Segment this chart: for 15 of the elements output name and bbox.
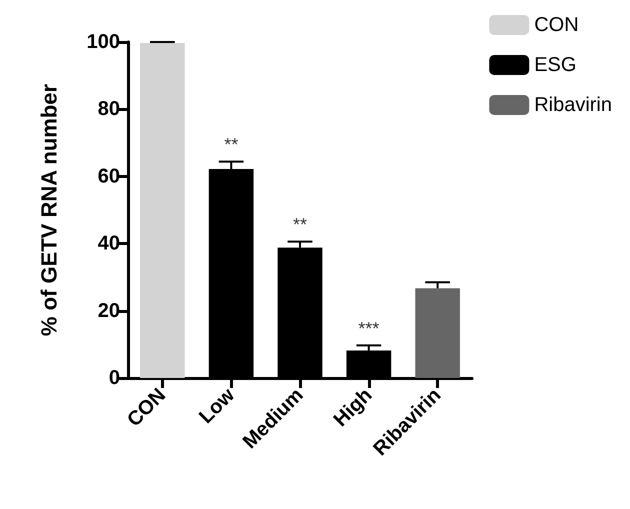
y-axis-title: % of GETV RNA number — [36, 83, 62, 336]
y-tick-label: 60 — [98, 165, 120, 188]
annotation: *** — [358, 318, 380, 338]
annotation: ** — [224, 134, 238, 155]
legend-label: CON — [534, 14, 579, 36]
annotation: ** — [292, 214, 308, 235]
legend-label: ESG — [534, 54, 576, 76]
y-tick-label: 80 — [98, 98, 120, 120]
bar — [415, 288, 460, 378]
y-tick-label: 40 — [98, 232, 120, 255]
y-tick-label: 0 — [108, 367, 120, 389]
y-tick-label: 20 — [98, 300, 120, 322]
y-tick-label: 100 — [86, 31, 120, 53]
bar — [140, 43, 185, 378]
legend-label: Ribavirin — [534, 94, 612, 116]
